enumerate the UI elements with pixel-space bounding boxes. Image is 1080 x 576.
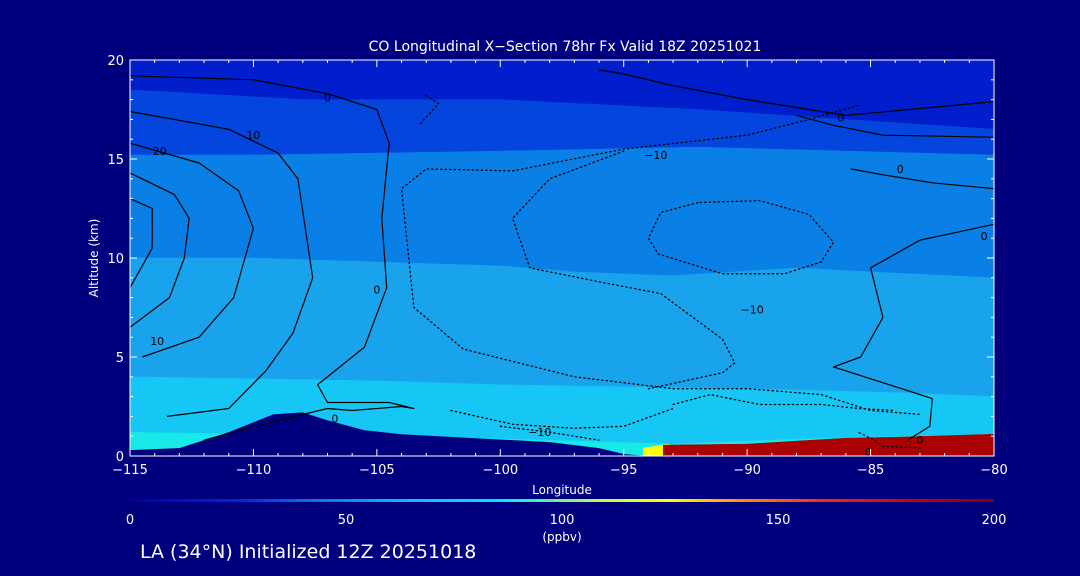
contour-line-0-7 — [850, 168, 994, 190]
x-tick-label: −95 — [610, 463, 637, 478]
contour-label: −10 — [740, 304, 763, 317]
contour-line-neg10-10 — [511, 150, 736, 390]
contour-label: 0 — [837, 111, 844, 124]
contour-label: 0 — [916, 434, 923, 447]
y-tick-label: 5 — [116, 351, 124, 366]
contour-line-neg10-13 — [450, 407, 674, 429]
colorbar-tick-label: 50 — [338, 513, 355, 528]
contour-label: 10 — [150, 335, 164, 348]
contour-label: 0 — [981, 230, 988, 243]
contour-line-neg10-15 — [857, 431, 921, 449]
x-axis-label: Longitude — [532, 483, 592, 497]
contour-label: 0 — [897, 163, 904, 176]
contour-label: 20 — [153, 145, 167, 158]
contour-line-neg10-16 — [418, 94, 440, 126]
contour-label: 0 — [373, 284, 380, 297]
x-tick-label: −105 — [359, 463, 395, 478]
y-tick-label: 0 — [116, 450, 124, 465]
contour-label: 0 — [865, 446, 872, 459]
y-axis-label: Altitude (km) — [87, 219, 101, 298]
contour-line-0-0 — [130, 75, 415, 441]
co-concentration-fills — [130, 60, 994, 456]
colorbar-ticks: 0 50 100 150 200 — [126, 513, 1007, 528]
contour-label: −10 — [644, 149, 667, 162]
x-tick-label: −85 — [857, 463, 884, 478]
y-tick-label: 10 — [107, 252, 124, 267]
colorbar — [130, 499, 994, 502]
x-tick-label: −115 — [112, 463, 148, 478]
contour-label: 0 — [331, 412, 338, 425]
contour-line-10-1 — [130, 110, 314, 417]
contour-lines — [130, 69, 994, 449]
fill-region-lower-mid — [130, 257, 994, 397]
y-tick-label: 20 — [107, 54, 124, 69]
contour-line-neg10-14 — [499, 425, 600, 441]
x-tick-label: −90 — [733, 463, 760, 478]
x-tick-label: −80 — [980, 463, 1007, 478]
contour-line-neg10-12 — [672, 393, 896, 412]
chart-title: CO Longitudinal X−Section 78hr Fx Valid … — [369, 39, 762, 55]
contour-line-0-6 — [796, 114, 994, 138]
colorbar-tick-label: 150 — [766, 513, 791, 528]
contour-label: 10 — [246, 129, 260, 142]
contour-label: 0 — [324, 92, 331, 105]
contour-line-20-3 — [130, 172, 190, 328]
contour-label: −10 — [528, 426, 551, 439]
contour-line-0-5 — [598, 69, 994, 117]
fill-region-plume-dark-red — [662, 433, 994, 456]
contour-line-neg10-9 — [400, 104, 921, 416]
colorbar-unit-label: (ppbv) — [542, 530, 581, 544]
contour-line-0-8 — [832, 223, 994, 441]
terrain-mask — [130, 412, 649, 456]
y-axis: 0 5 10 15 20 — [107, 54, 994, 465]
contour-labels: 0 10 20 0 10 0 −10 −10 −10 0 0 0 0 0 — [150, 92, 987, 459]
colorbar-tick-label: 200 — [982, 513, 1007, 528]
contour-line-20-2 — [130, 142, 254, 358]
x-tick-label: −100 — [482, 463, 518, 478]
x-axis: −115 −110 −105 −100 −95 −90 −85 −80 — [112, 60, 1008, 478]
initialization-note: LA (34°N) Initialized 12Z 20251018 — [140, 541, 477, 563]
colorbar-tick-label: 100 — [550, 513, 575, 528]
contour-line-30-4 — [130, 198, 153, 288]
y-tick-label: 15 — [107, 153, 124, 168]
colorbar-tick-label: 0 — [126, 513, 134, 528]
x-tick-label: −110 — [236, 463, 272, 478]
